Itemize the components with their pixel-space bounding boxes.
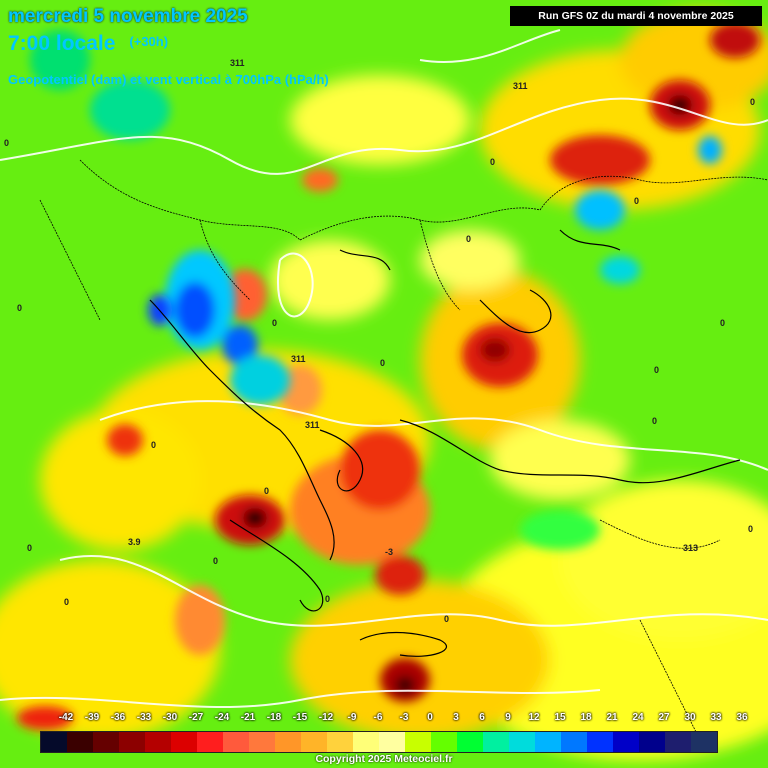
- country-borders: [39, 159, 768, 741]
- legend-tick: 18: [580, 712, 592, 723]
- legend-tick: 12: [528, 712, 540, 723]
- legend-tick: -3: [399, 712, 409, 723]
- copyright: Copyright 2025 Meteociel.fr: [315, 753, 453, 765]
- value-label-zero: 0: [490, 157, 496, 167]
- legend-tick: -18: [266, 712, 282, 723]
- value-label-zero: 0: [380, 358, 386, 368]
- legend-tick: -39: [84, 712, 100, 723]
- legend-swatch: [145, 732, 171, 752]
- value-label-zero: 0: [4, 138, 10, 148]
- legend-swatch: [691, 732, 717, 752]
- contour-label-311-center2: 311: [305, 420, 320, 430]
- value-label-zero: 0: [213, 556, 219, 566]
- lead-time: (+30h): [129, 34, 169, 49]
- contour-label-311: 311: [230, 58, 245, 68]
- legend-tick: 24: [632, 712, 644, 723]
- legend-swatch: [327, 732, 353, 752]
- legend-swatch: [457, 732, 483, 752]
- value-label-zero: 0: [325, 594, 331, 604]
- value-label-zero: 0: [634, 196, 640, 206]
- legend-tick: 36: [736, 712, 748, 723]
- value-label-zero: 0: [652, 416, 658, 426]
- ascent-areas: [17, 22, 760, 730]
- legend-tick: 21: [606, 712, 618, 723]
- legend-swatch: [171, 732, 197, 752]
- value-label-zero: 0: [654, 365, 660, 375]
- value-label-zero: 0: [264, 486, 270, 496]
- value-label-zero: 0: [272, 318, 278, 328]
- legend-tick: 30: [684, 712, 696, 723]
- legend-swatch: [535, 732, 561, 752]
- legend-tick: 33: [710, 712, 722, 723]
- legend-swatch: [41, 732, 67, 752]
- legend-swatch: [301, 732, 327, 752]
- legend-tick: -36: [110, 712, 126, 723]
- value-label-zero: 0: [151, 440, 157, 450]
- legend-tick: -9: [347, 712, 357, 723]
- legend-swatch: [561, 732, 587, 752]
- contour-label-311-ne: 311: [513, 81, 528, 91]
- legend-swatch: [275, 732, 301, 752]
- legend-swatch: [587, 732, 613, 752]
- value-label-3-9: 3.9: [128, 537, 141, 547]
- parameter-title: Geopotentiel (dam) et vent vertical à 70…: [8, 72, 329, 87]
- color-legend-bar: [40, 731, 718, 753]
- legend-tick: 15: [554, 712, 566, 723]
- run-info-box: Run GFS 0Z du mardi 4 novembre 2025: [510, 6, 762, 26]
- value-label-zero: 0: [64, 597, 70, 607]
- legend-tick: -33: [136, 712, 152, 723]
- legend-tick: -27: [188, 712, 204, 723]
- legend-swatch: [119, 732, 145, 752]
- legend-tick: -24: [214, 712, 230, 723]
- value-label-zero: 0: [750, 97, 756, 107]
- forecast-time: 7:00 locale (+30h): [8, 32, 168, 56]
- forecast-time-text: 7:00 locale: [8, 32, 116, 55]
- legend-swatch: [431, 732, 457, 752]
- legend-swatch: [613, 732, 639, 752]
- geopotential-contours: [0, 29, 768, 709]
- forecast-date: mercredi 5 novembre 2025: [8, 6, 248, 27]
- legend-tick: 0: [427, 712, 433, 723]
- legend-tick: -42: [58, 712, 74, 723]
- legend-swatch: [93, 732, 119, 752]
- legend-swatch: [665, 732, 691, 752]
- legend-tick: -30: [162, 712, 178, 723]
- weak-motion-areas: [0, 10, 768, 760]
- legend-swatch: [405, 732, 431, 752]
- legend-tick: 6: [479, 712, 485, 723]
- value-label-zero: 0: [748, 524, 754, 534]
- legend-swatch: [509, 732, 535, 752]
- legend-swatch: [353, 732, 379, 752]
- legend-tick: -15: [292, 712, 308, 723]
- legend-swatch: [197, 732, 223, 752]
- legend-tick: -6: [373, 712, 383, 723]
- contour-label-311-center: 311: [291, 354, 306, 364]
- legend-swatch: [639, 732, 665, 752]
- legend-tick: -21: [240, 712, 256, 723]
- contour-label-313: 313: [683, 543, 699, 553]
- descent-areas: [30, 30, 722, 550]
- legend-tick: 3: [453, 712, 459, 723]
- legend-tick: 27: [658, 712, 670, 723]
- value-label-zero: 0: [720, 318, 726, 328]
- legend-tick: -12: [318, 712, 334, 723]
- value-label-zero: 0: [17, 303, 23, 313]
- value-label-neg3: -3: [385, 547, 394, 557]
- legend-tick-labels: -42 -39 -36 -33 -30 -27 -24 -21 -18 -15 -12 -9 -6 -3 0…: [0, 712, 768, 728]
- coastlines: [149, 229, 741, 657]
- value-label-zero: 0: [444, 614, 450, 624]
- legend-swatch: [249, 732, 275, 752]
- legend-swatch: [379, 732, 405, 752]
- legend-swatch: [223, 732, 249, 752]
- legend-tick: 9: [505, 712, 511, 723]
- value-label-zero: 0: [466, 234, 472, 244]
- legend-swatch: [483, 732, 509, 752]
- legend-swatch: [67, 732, 93, 752]
- value-label-zero: 0: [27, 543, 33, 553]
